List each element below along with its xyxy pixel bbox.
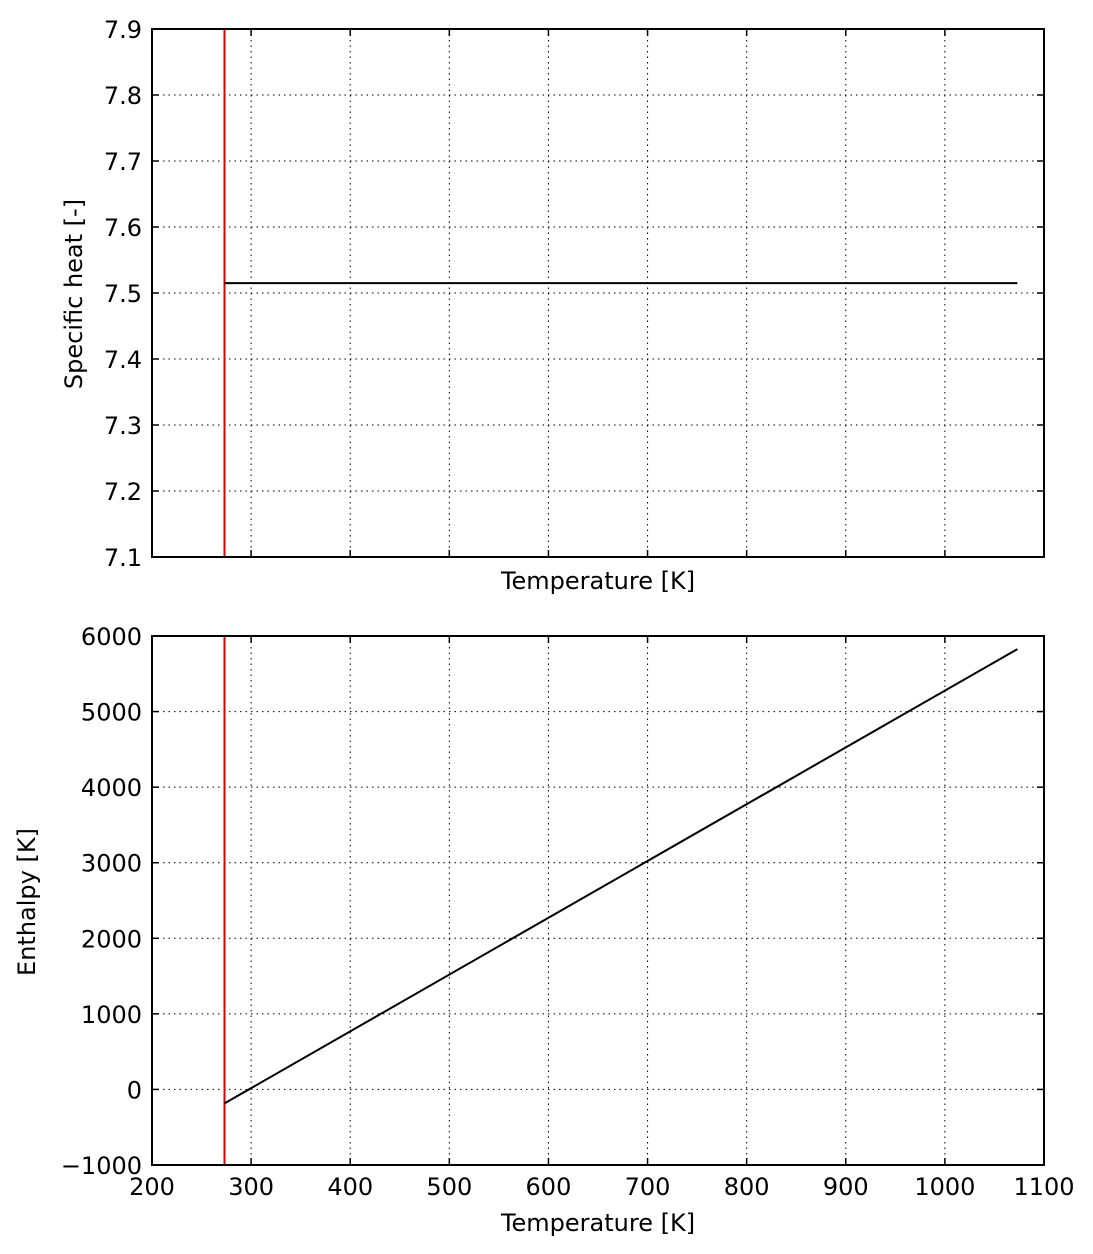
y-tick-label: 5000 [81,699,142,727]
x-tick-label: 900 [823,1173,869,1201]
x-tick-label: 1100 [1013,1173,1074,1201]
x-tick-label: 400 [327,1173,373,1201]
y-tick-label: 4000 [81,774,142,802]
y-tick-label: 7.7 [104,148,142,176]
y-tick-label: 2000 [81,925,142,953]
x-axis-label: Temperature [K] [500,567,695,595]
y-tick-label: −1000 [61,1152,142,1180]
y-tick-label: 7.4 [104,346,142,374]
x-tick-label: 1000 [914,1173,975,1201]
x-tick-label: 200 [129,1173,175,1201]
axes-frame [151,635,1045,1166]
y-axis-label: Enthalpy [K] [13,828,41,976]
y-axis-label: Specific heat [-] [60,199,88,389]
x-axis-label: Temperature [K] [500,1209,695,1237]
y-tick-label: 0 [127,1076,142,1104]
x-tick-label: 300 [228,1173,274,1201]
y-tick-label: 7.6 [104,214,142,242]
y-tick-label: 6000 [81,623,142,651]
y-tick-label: 7.2 [104,478,142,506]
y-tick-label: 7.8 [104,82,142,110]
plot-area [152,636,1044,1165]
specific-heat-chart: Specific heat [-] Temperature [K] 7.1 7.2… [60,16,1045,595]
series-line [224,648,1018,1105]
y-tick-label: 7.3 [104,412,142,440]
x-tick-label: 700 [625,1173,671,1201]
x-tick-label: 500 [426,1173,472,1201]
y-tick-label: 7.9 [104,16,142,44]
y-tick-label: 7.1 [104,544,142,572]
y-tick-label: 3000 [81,850,142,878]
y-tick-label: 1000 [81,1001,142,1029]
x-tick-label: 600 [526,1173,572,1201]
y-tick-label: 7.5 [104,280,142,308]
enthalpy-chart: Enthalpy [K] Temperature [K] 200 300 400 50… [13,623,1075,1237]
x-tick-label: 800 [724,1173,770,1201]
